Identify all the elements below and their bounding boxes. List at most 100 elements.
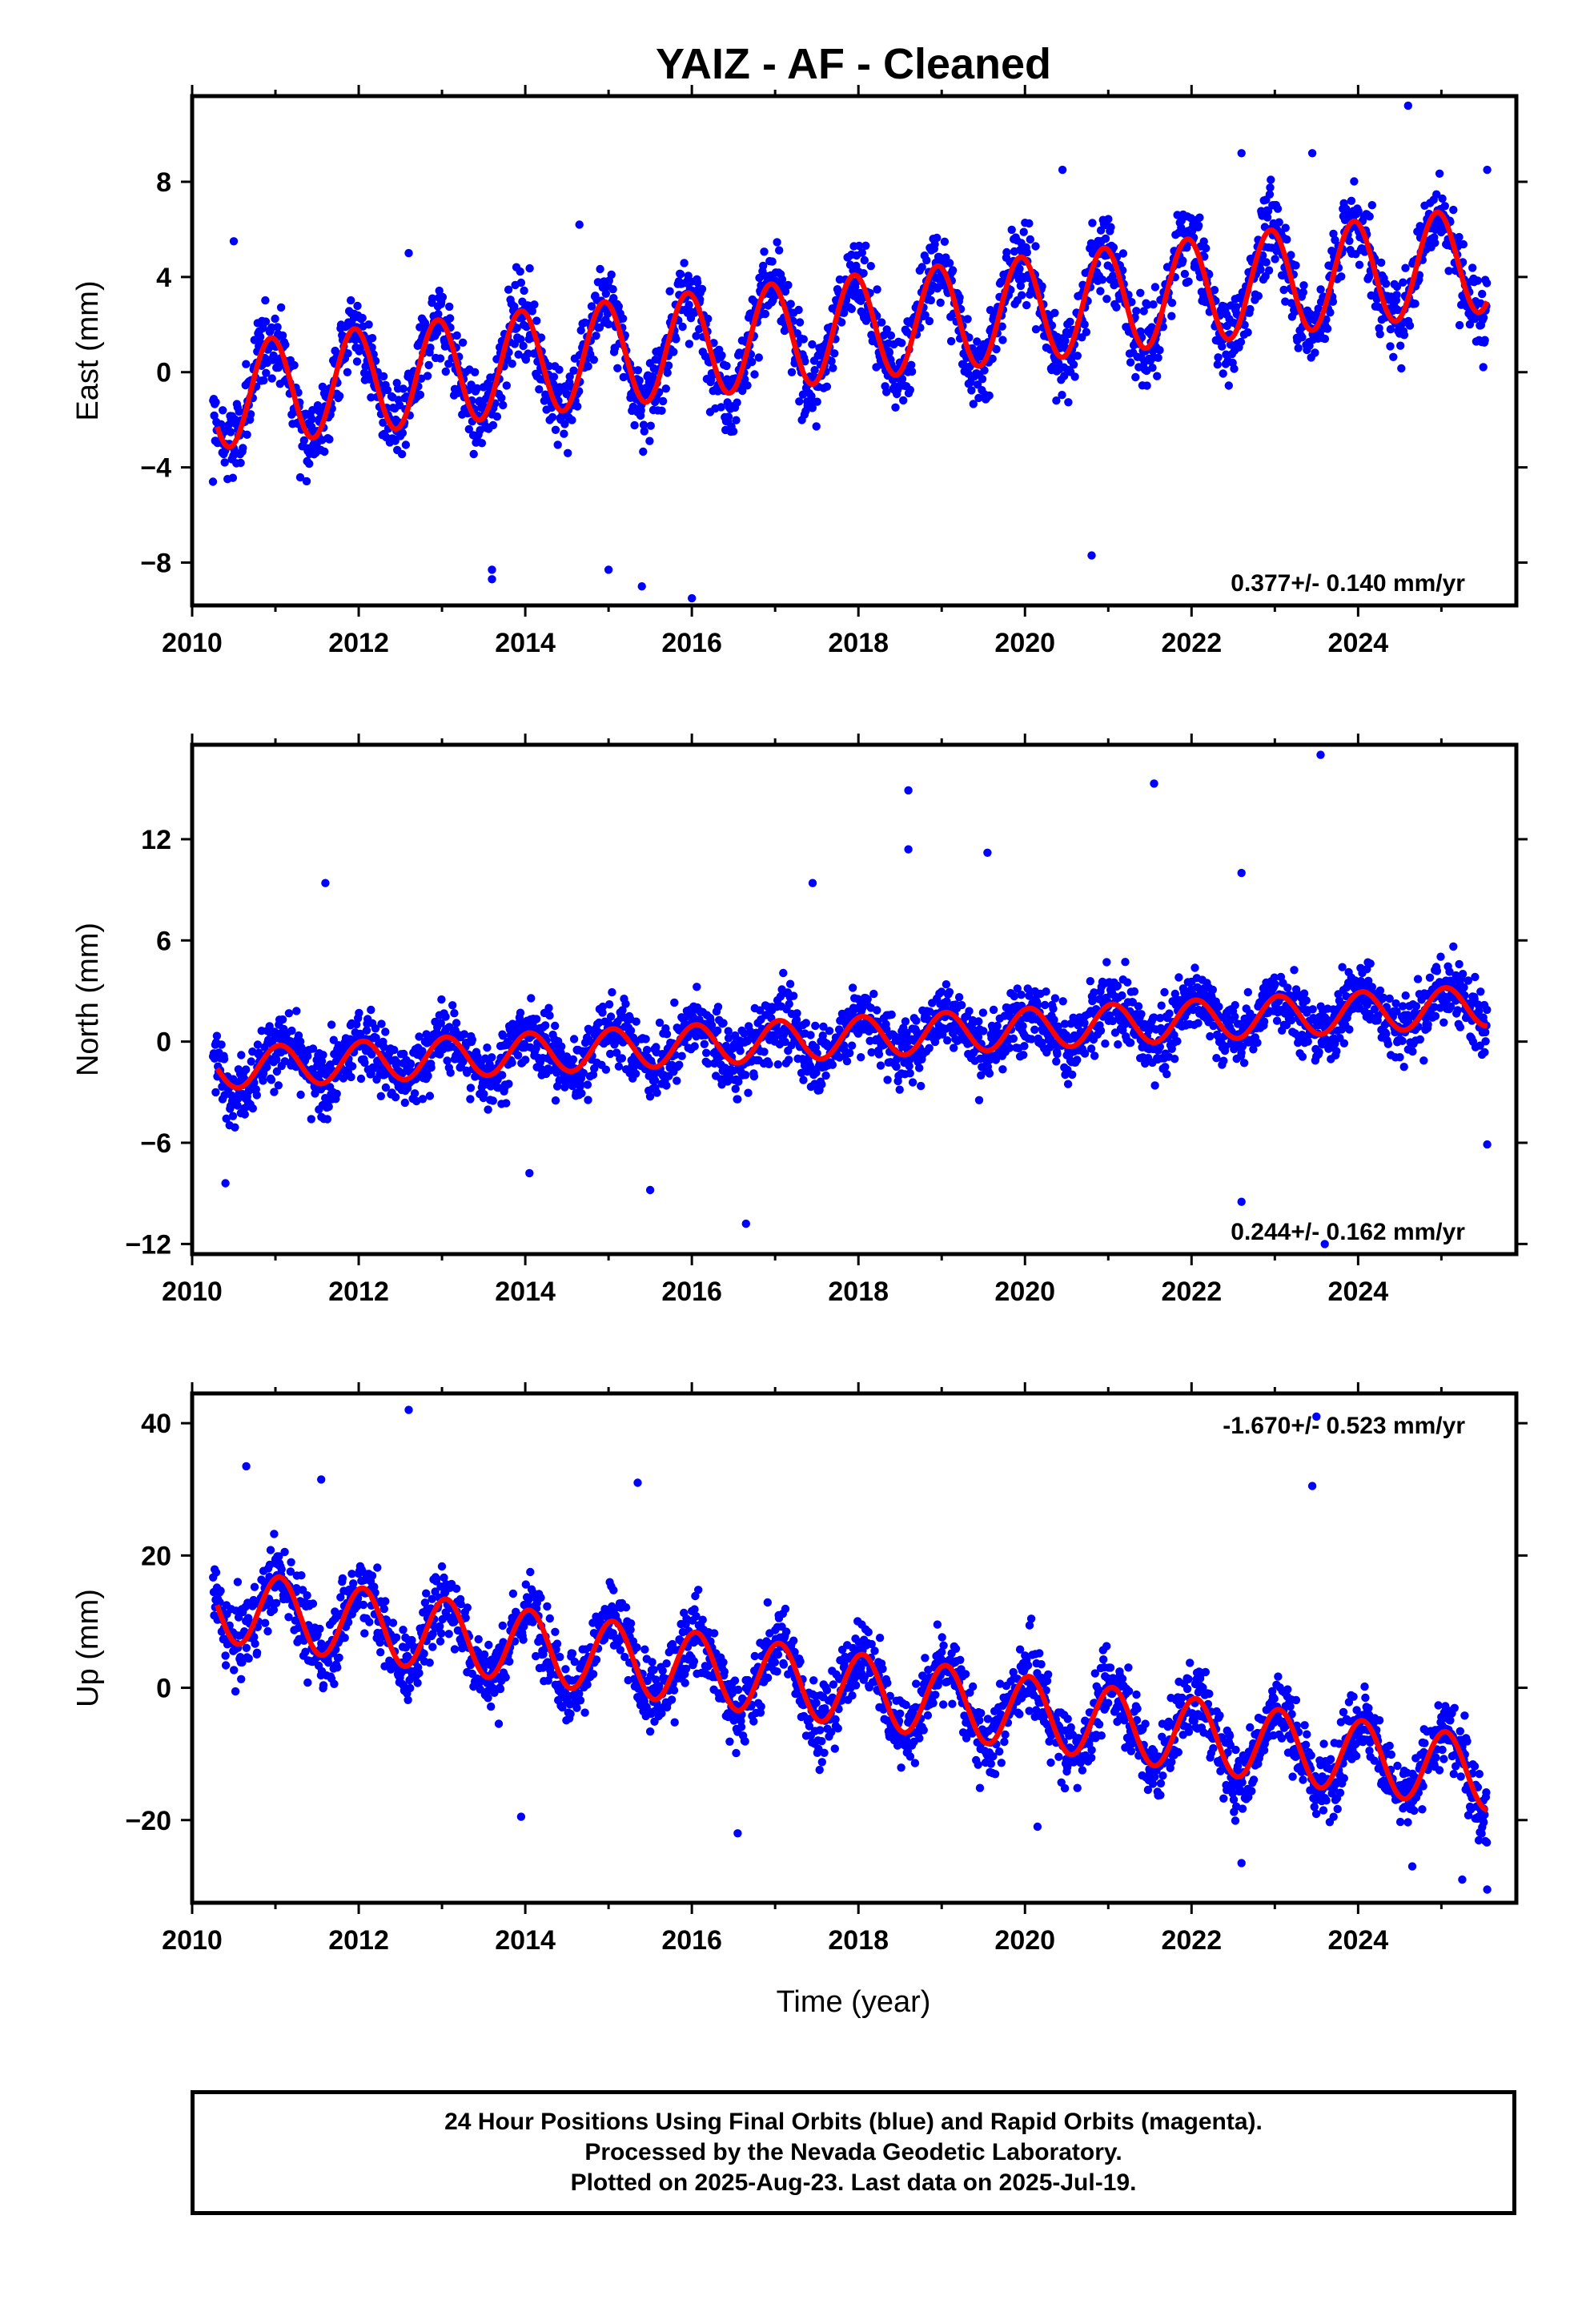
up-panel: 2010 2012 2014 2016 2018 2020 2022 202440200−20…	[71, 1382, 1528, 1956]
north-data-point	[892, 1062, 901, 1072]
east-data-point	[239, 444, 247, 452]
north-data-point	[789, 991, 798, 1000]
east-data-point	[810, 366, 819, 375]
east-data-point	[1231, 303, 1241, 312]
north-data-point	[307, 1115, 315, 1124]
north-data-point	[1102, 958, 1111, 967]
east-data-point	[1316, 285, 1325, 294]
north-data-point	[265, 1022, 274, 1031]
east-data-point	[1210, 286, 1219, 295]
east-data-point	[1218, 342, 1227, 351]
north-data-point	[1456, 1023, 1465, 1031]
north-data-point	[231, 1123, 239, 1132]
north-data-point	[950, 1043, 958, 1052]
north-data-point	[905, 1069, 914, 1078]
east-data-point	[544, 362, 553, 371]
north-data-point	[504, 1080, 513, 1088]
north-data-point	[583, 1080, 592, 1089]
east-data-point	[441, 367, 450, 376]
north-data-point	[724, 1027, 733, 1035]
north-data-point	[1086, 1044, 1096, 1053]
north-data-point	[292, 1007, 301, 1015]
north-data-point	[446, 1068, 455, 1077]
east-data-point	[781, 287, 790, 296]
north-data-point	[1303, 1037, 1312, 1046]
east-data-point	[1109, 271, 1118, 280]
east-data-point	[477, 439, 487, 448]
north-data-point	[1058, 997, 1067, 1006]
east-data-point	[678, 322, 687, 332]
east-data-point	[1305, 341, 1314, 350]
up-data-point	[211, 1568, 221, 1577]
north-data-point	[1231, 1012, 1239, 1021]
north-data-point	[741, 1071, 750, 1080]
north-data-point	[1191, 963, 1199, 972]
east-data-point	[553, 440, 562, 449]
east-data-point	[1266, 183, 1275, 192]
east-data-point	[1254, 292, 1263, 300]
east-data-point	[645, 436, 654, 445]
east-data-point	[761, 309, 770, 319]
east-data-point	[1483, 279, 1492, 287]
east-data-point	[295, 472, 305, 482]
east-data-point	[1264, 266, 1274, 275]
east-data-point	[630, 420, 639, 430]
north-data-point	[1173, 1037, 1182, 1046]
north-data-point	[400, 1098, 409, 1108]
north-data-point	[415, 1032, 424, 1041]
east-data-point	[497, 393, 506, 403]
north-data-point	[552, 1068, 561, 1077]
east-data-point	[839, 308, 849, 317]
north-data-point	[985, 1069, 994, 1078]
east-data-point	[1299, 287, 1308, 297]
east-data-point	[697, 284, 707, 294]
north-data-point	[925, 1043, 934, 1053]
east-data-point	[1066, 317, 1074, 326]
north-data-point	[779, 968, 788, 978]
north-data-point	[989, 1005, 998, 1015]
north-data-point	[979, 1027, 988, 1035]
east-data-point	[969, 400, 978, 408]
east-data-point	[859, 269, 868, 278]
east-data-point	[787, 368, 797, 376]
east-data-point	[1480, 336, 1489, 344]
east-data-point	[1195, 221, 1203, 230]
north-data-point	[662, 1030, 672, 1039]
east-data-point	[1202, 243, 1211, 253]
east-outlier-point	[1087, 551, 1096, 560]
north-data-point	[233, 1101, 242, 1110]
east-data-point	[276, 303, 286, 312]
north-data-point	[513, 1051, 523, 1060]
east-data-point	[1281, 223, 1290, 232]
east-data-point	[733, 398, 741, 407]
east-data-point	[799, 335, 808, 344]
east-data-point	[717, 403, 725, 412]
north-plot-area	[208, 750, 1492, 1248]
x-tick-label: 2016	[661, 1277, 722, 1307]
east-data-point	[259, 376, 268, 385]
east-data-point	[1263, 207, 1273, 215]
east-data-point	[886, 331, 896, 340]
east-data-point	[510, 340, 520, 348]
east-data-point	[305, 459, 314, 468]
east-data-point	[1479, 363, 1488, 372]
north-data-point	[1206, 1031, 1215, 1041]
east-data-point	[555, 365, 564, 374]
east-data-point	[261, 317, 271, 326]
east-outlier-point	[229, 237, 239, 246]
east-data-point	[1069, 360, 1078, 369]
north-data-point	[1481, 1037, 1490, 1046]
east-data-point	[1199, 237, 1208, 246]
north-data-point	[274, 1081, 283, 1090]
north-data-point	[1219, 1056, 1228, 1065]
north-data-point	[917, 1081, 926, 1091]
north-data-point	[1271, 979, 1279, 989]
north-data-point	[508, 1058, 516, 1068]
north-data-point	[704, 1059, 713, 1068]
north-data-point	[272, 1055, 281, 1064]
x-tick-label: 2020	[994, 628, 1055, 658]
north-data-point	[724, 1034, 733, 1043]
north-data-point	[1157, 1001, 1166, 1010]
east-data-point	[786, 300, 795, 308]
north-data-point	[371, 1024, 380, 1033]
